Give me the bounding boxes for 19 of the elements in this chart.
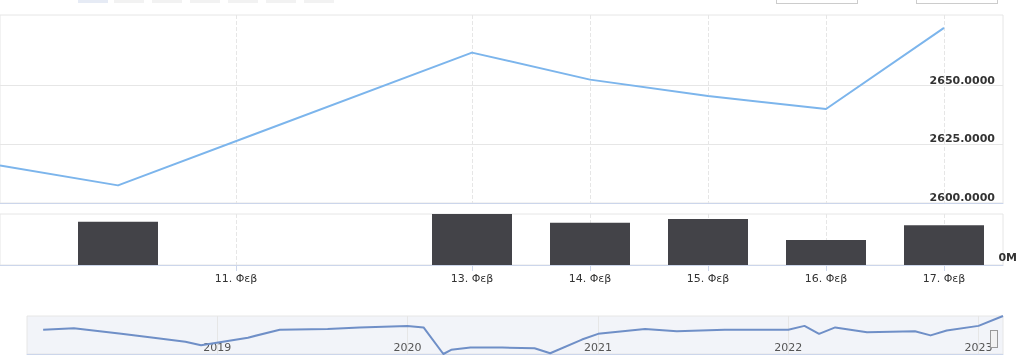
y-tick-label: 2625.0000 bbox=[929, 132, 996, 146]
x-tick-label: 13. Φεβ bbox=[450, 272, 494, 285]
bar bbox=[550, 222, 630, 265]
bar bbox=[786, 240, 866, 265]
bar bbox=[78, 221, 158, 265]
bar bbox=[668, 219, 748, 265]
x-tick-label: 2022 bbox=[774, 341, 803, 354]
x-tick-label: 2021 bbox=[584, 341, 613, 354]
bar bbox=[904, 225, 984, 265]
x-tick-label: 14. Φεβ bbox=[568, 272, 612, 285]
bar bbox=[432, 214, 512, 265]
y-tick-label: 2600.0000 bbox=[929, 191, 996, 204]
y-tick-label: 2650.0000 bbox=[929, 73, 996, 87]
x-tick-label: 11. Φεβ bbox=[214, 272, 258, 285]
annotation: 0M bbox=[998, 251, 1018, 264]
x-tick-label: 15. Φεβ bbox=[686, 272, 730, 285]
x-tick-label: 17. Φεβ bbox=[922, 272, 966, 285]
x-tick-label: 2020 bbox=[393, 341, 422, 354]
x-tick-label: 16. Φεβ bbox=[804, 272, 848, 285]
